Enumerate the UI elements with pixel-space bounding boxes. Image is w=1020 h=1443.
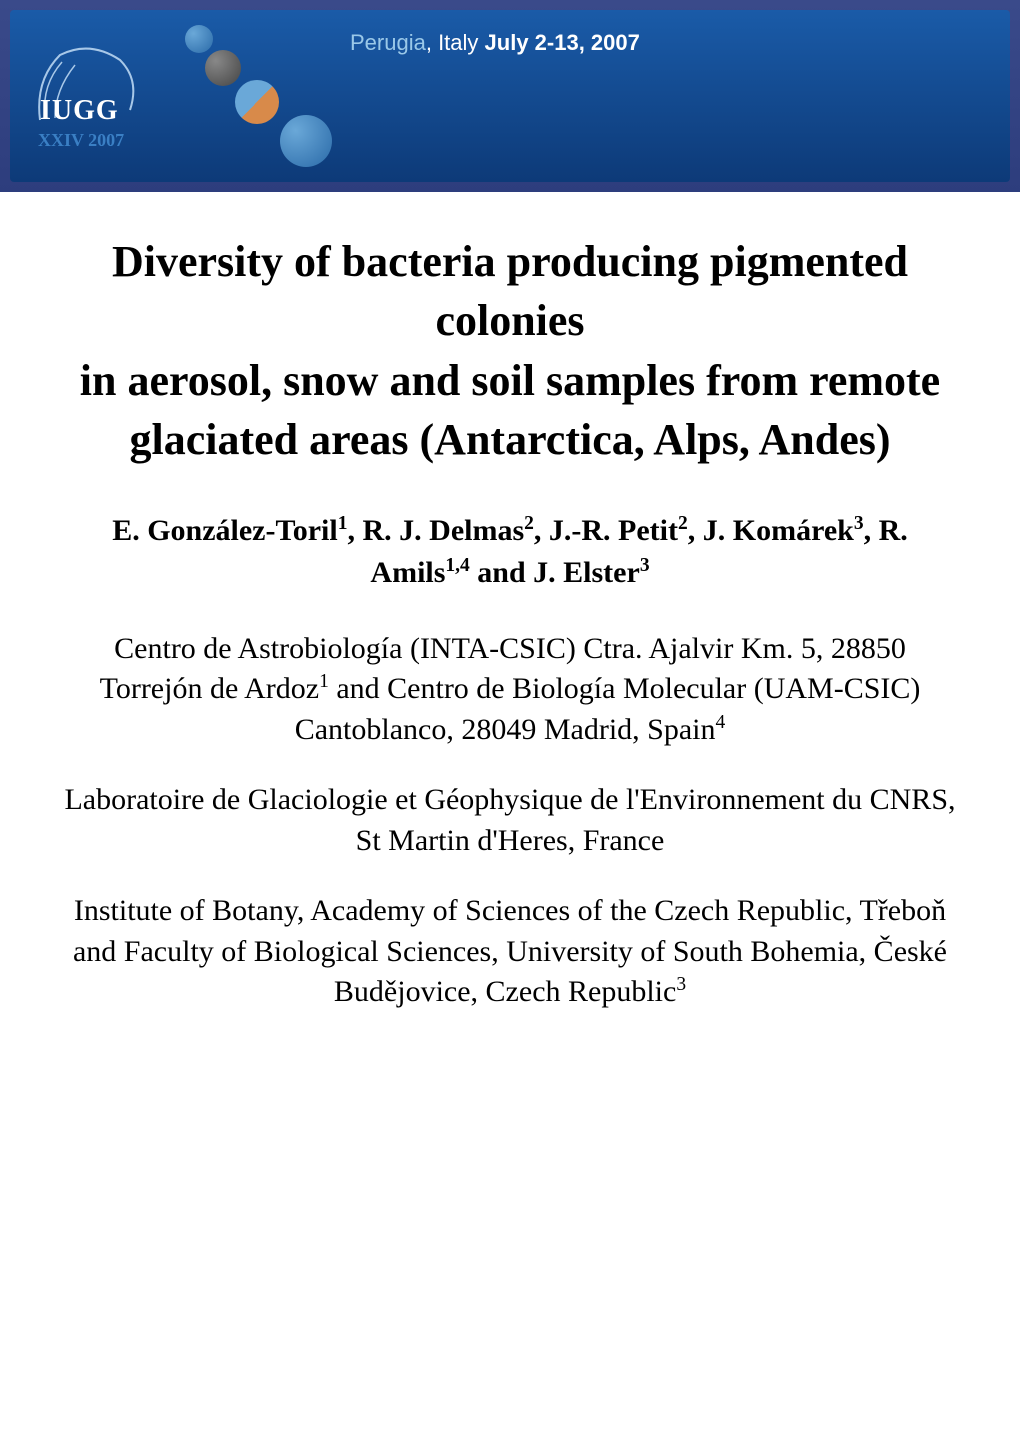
affiliation-text: and Centro de Biología Molecular (UAM-CS… [295, 672, 921, 746]
conference-dates: July 2-13, 2007 [485, 30, 640, 55]
author: , R. J. Delmas [347, 514, 524, 547]
header-inner-panel: IUGG XXIV 2007 Perugia, Italy July 2-13,… [10, 10, 1010, 182]
affiliation-sup: 4 [716, 712, 726, 733]
affiliation-text: Institute of Botany, Academy of Sciences… [73, 894, 947, 1008]
globe-icon [280, 115, 332, 167]
author-affil-sup: 3 [640, 555, 650, 576]
iugg-logo-text: IUGG [40, 95, 119, 127]
author: , J. Komárek [688, 514, 854, 547]
globe-icon [185, 25, 213, 53]
author: E. González-Toril [112, 514, 338, 547]
iugg-year-text: XXIV 2007 [38, 130, 124, 151]
affiliation-sup: 1 [319, 671, 329, 692]
title-line-1: Diversity of bacteria producing pigmente… [112, 237, 908, 345]
conference-country: , Italy [426, 30, 485, 55]
author-list: E. González-Toril1, R. J. Delmas2, J.-R.… [60, 510, 960, 594]
affiliation-2: Laboratoire de Glaciologie et Géophysiqu… [60, 780, 960, 861]
affiliation-1: Centro de Astrobiología (INTA-CSIC) Ctra… [60, 629, 960, 751]
title-line-3: glaciated areas (Antarctica, Alps, Andes… [130, 415, 891, 464]
author-affil-sup: 3 [854, 513, 864, 534]
affiliation-sup: 3 [676, 974, 686, 995]
globe-icon [205, 50, 241, 86]
author-affil-sup: 2 [678, 513, 688, 534]
author: , J.-R. Petit [534, 514, 678, 547]
title-line-2: in aerosol, snow and soil samples from r… [80, 356, 940, 405]
iugg-logo-area: IUGG XXIV 2007 [30, 40, 170, 170]
affiliation-3: Institute of Botany, Academy of Sciences… [60, 891, 960, 1013]
author-affil-sup: 2 [524, 513, 534, 534]
conference-header-banner: IUGG XXIV 2007 Perugia, Italy July 2-13,… [0, 0, 1020, 192]
slide-content: Diversity of bacteria producing pigmente… [0, 192, 1020, 1073]
author-affil-sup: 1,4 [445, 555, 469, 576]
globe-icon [235, 80, 279, 124]
author: and J. Elster [470, 556, 640, 589]
affiliation-text: Laboratoire de Glaciologie et Géophysiqu… [64, 783, 955, 857]
conference-city: Perugia [350, 30, 426, 55]
presentation-title: Diversity of bacteria producing pigmente… [60, 232, 960, 470]
conference-location-date: Perugia, Italy July 2-13, 2007 [350, 30, 640, 56]
